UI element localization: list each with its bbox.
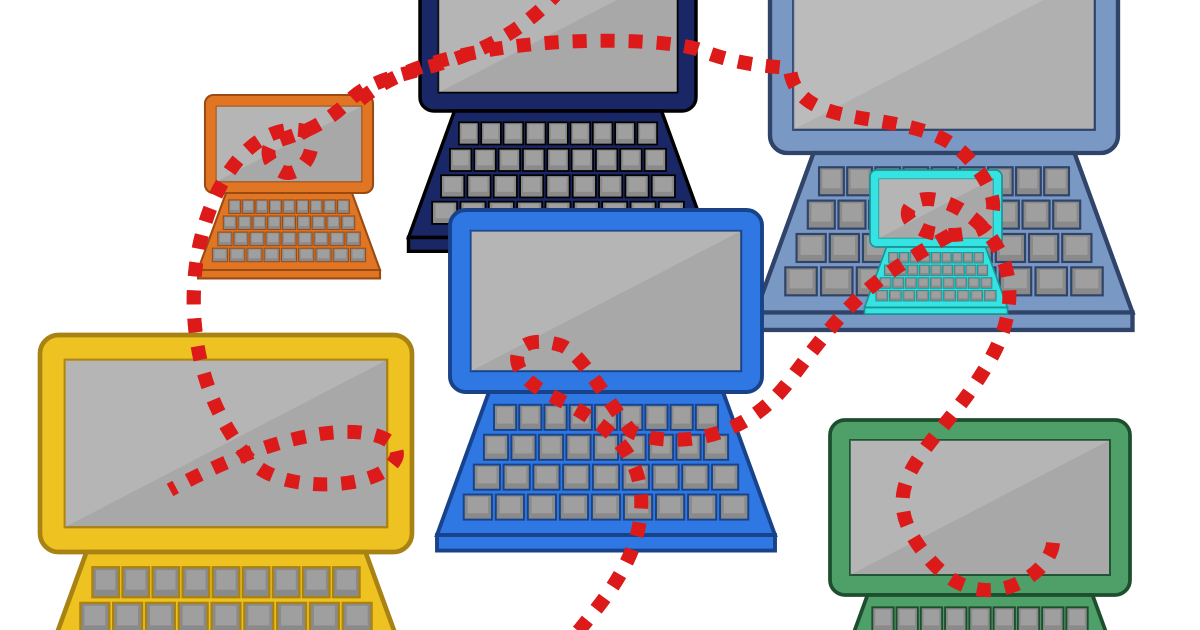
- laptops-layer: [25, 0, 1143, 630]
- laptop-blue: [437, 210, 775, 551]
- network-diagram: [0, 0, 1200, 630]
- laptop-green: [818, 420, 1143, 630]
- laptop-yellow: [25, 335, 428, 630]
- laptop-cyan: [865, 170, 1008, 314]
